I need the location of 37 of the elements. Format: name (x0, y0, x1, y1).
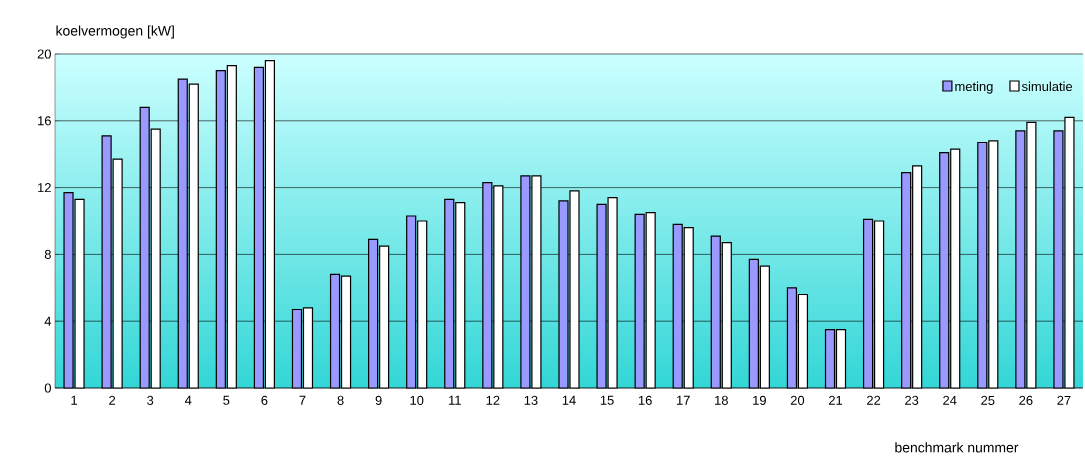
y-tick-label: 12 (38, 183, 51, 193)
x-tick-label: 8 (337, 395, 344, 405)
x-tick-label: 18 (715, 395, 728, 405)
legend-label: meting (955, 81, 993, 94)
x-tick-label: 2 (109, 395, 116, 405)
x-tick-label: 9 (375, 395, 382, 405)
x-tick-label: 10 (410, 395, 424, 405)
x-tick-label: 14 (562, 395, 576, 405)
x-tick-label: 7 (299, 395, 306, 405)
x-tick-label: 4 (184, 395, 192, 405)
x-tick-label: 24 (943, 395, 957, 405)
y-tick-label: 0 (44, 383, 51, 393)
y-axis-title: koelvermogen [kW] (56, 25, 174, 39)
x-tick-label: 27 (1057, 395, 1071, 405)
x-tick-label: 13 (524, 395, 538, 405)
x-tick-label: 5 (223, 395, 230, 405)
x-tick-label: 20 (790, 395, 805, 405)
x-tick-label: 19 (753, 395, 766, 405)
legend-label: simulatie (1021, 81, 1073, 92)
x-tick-label: 22 (867, 395, 881, 405)
y-tick-label: 16 (38, 116, 51, 126)
x-tick-label: 1 (71, 395, 78, 405)
x-axis-title: benchmark nummer (895, 442, 1019, 453)
x-tick-label: 11 (449, 395, 461, 405)
y-tick-label: 8 (44, 249, 51, 259)
x-tick-label: 3 (147, 395, 154, 405)
x-tick-label: 17 (676, 395, 690, 405)
x-tick-label: 26 (1019, 395, 1033, 405)
x-tick-label: 15 (600, 395, 614, 405)
x-tick-label: 21 (828, 395, 843, 405)
x-tick-label: 25 (981, 395, 995, 405)
y-tick-label: 4 (44, 316, 52, 326)
y-tick-label: 20 (37, 49, 51, 59)
x-tick-label: 16 (638, 395, 652, 405)
x-tick-label: 12 (486, 395, 500, 405)
x-tick-label: 23 (905, 395, 919, 405)
x-tick-label: 6 (261, 395, 268, 405)
